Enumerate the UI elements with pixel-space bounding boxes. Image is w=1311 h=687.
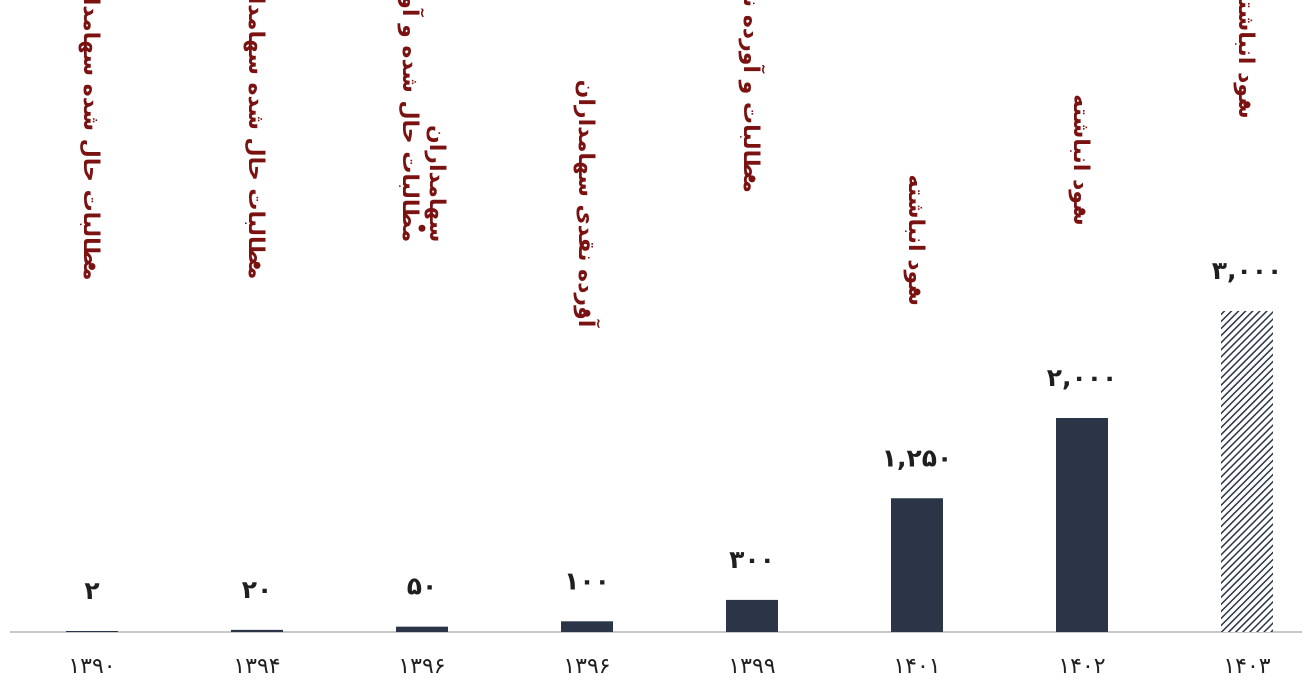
annotation-5: سود انباشته [903,175,928,306]
annotation-line-7-0: سود انباشته [1233,0,1258,119]
data-label-0: ۲ [84,576,99,605]
x-tick-label-4: ۱۳۹۹ [728,654,775,679]
x-tick-label-6: ۱۴۰۲ [1058,654,1105,679]
annotation-line-5-0: سود انباشته [903,175,928,306]
annotation-line-6-0: سود انباشته [1068,94,1093,225]
annotation-2: مطالبات حال شده و آورده نقدیسهامداران [397,0,449,242]
data-label-2: ۵۰ [407,572,438,601]
bar-5 [891,498,943,632]
annotation-3: آورده نقدی سهامداران [573,80,601,328]
bar-4 [726,599,778,632]
annotation-line-2-1: سهامداران [424,125,449,242]
annotation-line-3-0: آورده نقدی سهامداران [573,80,601,328]
annotation-bullet-6 [1078,208,1086,216]
annotation-1: مطالبات حال شده سهامداران [243,0,268,279]
annotation-bullet-5 [913,288,921,296]
x-tick-label-0: ۱۳۹۰ [68,654,115,679]
bar-2 [396,626,448,632]
annotation-line-0-0: مطالبات حال شده سهامداران [78,0,103,281]
annotation-bullet-1 [253,261,261,269]
annotation-4: مطالبات و آورده نقدی سهامداران [738,0,766,193]
x-tick-label-2: ۱۳۹۶ [398,654,445,679]
bar-1 [231,629,283,632]
annotation-bullet-2 [418,224,426,232]
annotation-line-1-0: مطالبات حال شده سهامداران [243,0,268,279]
annotation-line-4-0: مطالبات و آورده نقدی سهامداران [738,0,766,193]
annotation-6: سود انباشته [1068,94,1093,225]
annotation-bullet-3 [583,309,591,317]
bar-0 [66,631,118,632]
annotation-bullet-7 [1243,101,1251,109]
annotation-7: سود انباشته [1233,0,1258,119]
annotation-bullet-4 [748,175,756,183]
x-tick-label-3: ۱۳۹۶ [563,654,610,679]
annotation-line-2-0: مطالبات حال شده و آورده نقدی [397,0,425,242]
bar-7 [1221,311,1273,632]
bar-3 [561,621,613,632]
x-tick-label-5: ۱۴۰۱ [893,654,940,679]
data-label-3: ۱۰۰ [564,566,610,595]
data-label-1: ۲۰ [242,575,273,604]
annotation-0: مطالبات حال شده سهامداران [78,0,103,281]
data-label-6: ۲,۰۰۰ [1047,363,1118,392]
x-tick-label-1: ۱۳۹۴ [233,654,280,679]
annotation-bullet-0 [88,263,96,270]
data-label-7: ۳,۰۰۰ [1212,256,1283,285]
bar-6 [1056,418,1108,632]
data-label-5: ۱,۲۵۰ [882,443,953,472]
data-label-4: ۳۰۰ [729,545,775,574]
x-tick-label-7: ۱۴۰۳ [1223,654,1270,679]
